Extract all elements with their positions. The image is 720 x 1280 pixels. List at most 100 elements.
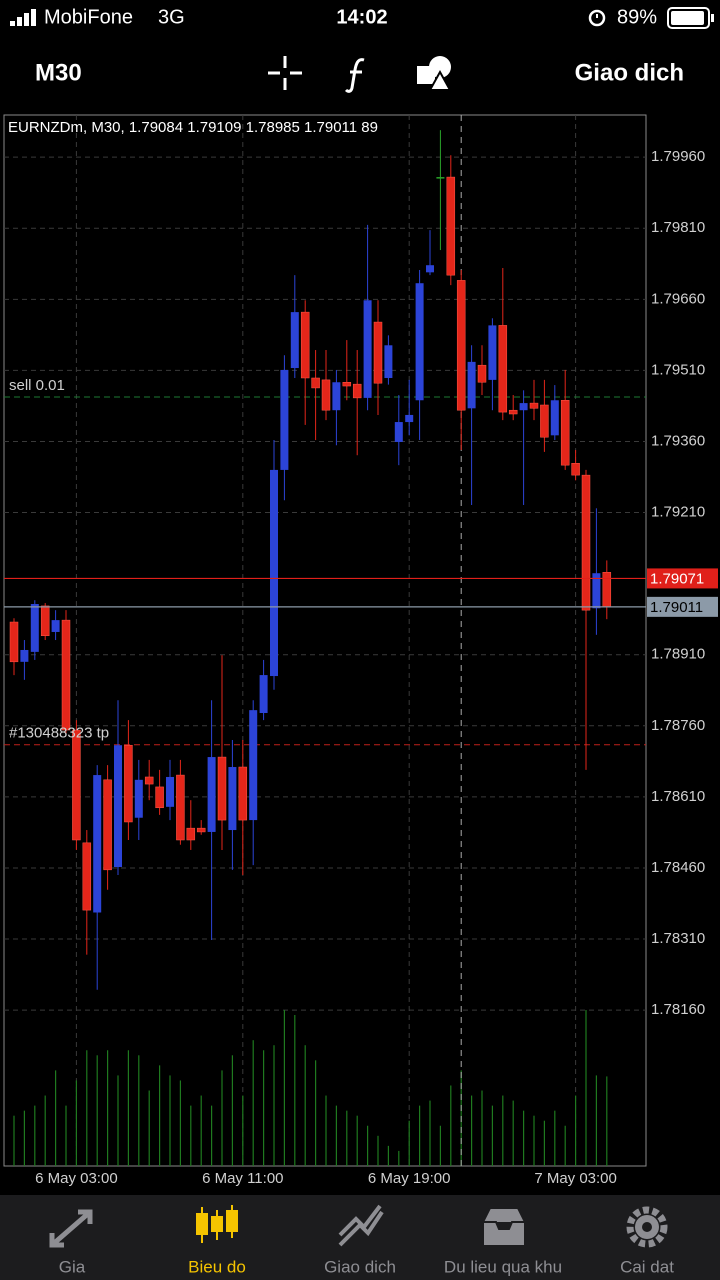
settings-tab-icon xyxy=(626,1206,668,1248)
candle-body xyxy=(82,842,92,911)
candle-body xyxy=(488,325,497,380)
ask-label: 1.79011 xyxy=(650,599,703,616)
candle-body xyxy=(550,400,559,436)
candle-body xyxy=(72,729,81,841)
candle-body xyxy=(259,675,268,713)
bid-label: 1.79071 xyxy=(650,570,704,587)
y-tick-label: 1.79360 xyxy=(651,432,705,449)
network: 3G xyxy=(158,6,185,28)
y-tick-label: 1.78910 xyxy=(651,646,705,663)
y-tick-label: 1.78160 xyxy=(651,1001,705,1018)
bid-label-bg xyxy=(647,568,718,589)
tab-label[interactable]: Gia xyxy=(59,1257,86,1276)
candle-body xyxy=(519,403,528,411)
clock: 14:02 xyxy=(336,6,387,28)
tab-label[interactable]: Du lieu qua khu xyxy=(444,1257,562,1276)
objects-button[interactable] xyxy=(417,56,452,91)
candle-body xyxy=(144,776,154,785)
candle-body xyxy=(238,766,248,821)
candle-body xyxy=(186,827,196,841)
crosshair-button[interactable] xyxy=(268,56,302,90)
candle-body xyxy=(571,463,580,476)
candle-body xyxy=(405,414,414,423)
candle-body xyxy=(93,775,102,913)
candle-body xyxy=(124,744,133,823)
battery-percent: 89% xyxy=(617,6,657,28)
candle-body xyxy=(30,604,39,652)
carrier: MobiFone xyxy=(44,6,133,28)
candle-body xyxy=(592,573,601,609)
candle-body xyxy=(166,776,174,807)
candle-body xyxy=(394,422,403,442)
tab-label[interactable]: Cai dat xyxy=(620,1257,674,1276)
candle-body xyxy=(61,619,71,731)
candle-body xyxy=(602,572,612,608)
candle-body xyxy=(373,321,383,384)
candle-body xyxy=(477,364,487,383)
candle-body xyxy=(196,827,206,833)
y-tick-label: 1.79810 xyxy=(651,219,705,236)
candle-body xyxy=(20,649,29,662)
candle-body xyxy=(508,409,518,415)
candle-body xyxy=(40,605,50,637)
trade-tab-icon xyxy=(338,1204,384,1247)
order-level-label: #130488323 tp xyxy=(9,725,109,742)
candle-body xyxy=(280,369,289,470)
chart-info: EURNZDm, M30, 1.79084 1.79109 1.78985 1.… xyxy=(8,119,378,136)
candle-body xyxy=(9,621,19,663)
candle-body xyxy=(540,404,549,438)
candle-body xyxy=(311,377,320,389)
candle-body xyxy=(249,710,258,821)
y-tick-label: 1.78760 xyxy=(651,717,705,734)
candle-body xyxy=(446,176,456,276)
x-tick-label: 6 May 11:00 xyxy=(202,1170,283,1187)
tab-label[interactable]: Bieu do xyxy=(188,1257,246,1276)
y-tick-label: 1.79660 xyxy=(651,290,705,307)
candle-body xyxy=(51,620,60,632)
signal-icon xyxy=(10,9,36,26)
y-tick-label: 1.79210 xyxy=(651,504,705,521)
ask-label-bg xyxy=(647,596,718,617)
candle-body xyxy=(498,325,508,413)
battery-icon xyxy=(667,7,714,29)
candle-body xyxy=(321,379,331,411)
candle-body xyxy=(332,382,341,411)
candle-body xyxy=(228,767,237,831)
candle-body xyxy=(300,311,310,379)
tab-label[interactable]: Giao dich xyxy=(324,1257,396,1276)
y-tick-label: 1.78610 xyxy=(651,788,705,805)
y-tick-label: 1.79960 xyxy=(651,148,705,165)
candle-body xyxy=(426,265,434,273)
candle-body xyxy=(415,283,424,401)
candle-body xyxy=(436,177,445,179)
history-tab-icon xyxy=(482,1207,526,1247)
x-tick-label: 7 May 03:00 xyxy=(534,1170,617,1187)
chart xyxy=(4,115,646,1166)
trade-button[interactable]: Giao dich xyxy=(575,59,684,86)
chart-frame xyxy=(3,114,647,1167)
candle-body xyxy=(155,786,164,809)
candle-body xyxy=(581,474,591,611)
candle-body xyxy=(529,402,539,409)
tab-bar xyxy=(0,1195,720,1280)
indicators-button[interactable] xyxy=(344,58,365,93)
candle-body xyxy=(352,383,362,399)
chart-tab-icon xyxy=(196,1205,238,1243)
x-tick-label: 6 May 19:00 xyxy=(368,1170,451,1187)
y-tick-label: 1.78460 xyxy=(651,859,705,876)
candle-body xyxy=(384,345,393,378)
candle-body xyxy=(114,745,122,868)
candle-body xyxy=(270,469,278,677)
timeframe-button[interactable]: M30 xyxy=(35,59,82,86)
y-tick-label: 1.78310 xyxy=(651,930,705,947)
candle-body xyxy=(467,361,476,409)
x-tick-label: 6 May 03:00 xyxy=(35,1170,118,1187)
candle-body xyxy=(103,779,112,871)
candle-body xyxy=(290,312,299,369)
candle-body xyxy=(456,280,466,411)
quotes-tab-icon xyxy=(49,1209,93,1248)
alarm-icon xyxy=(588,9,606,27)
candle-body xyxy=(176,774,185,841)
candle-body xyxy=(363,300,372,398)
